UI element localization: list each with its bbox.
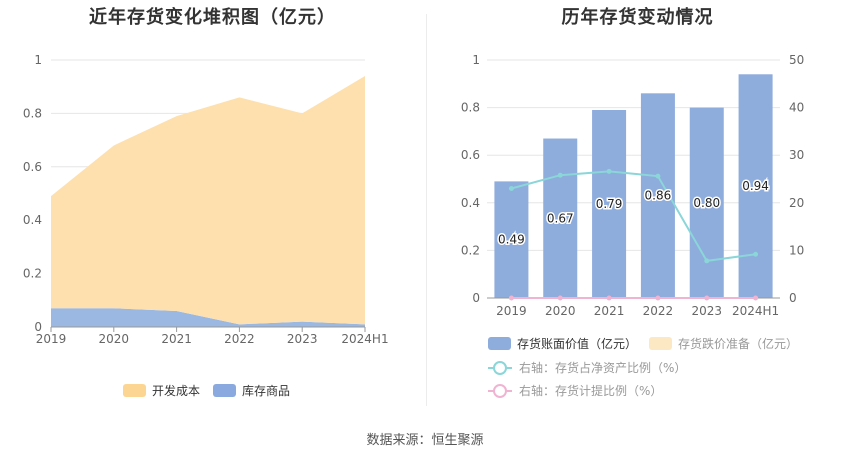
line-point bbox=[753, 251, 759, 257]
bar-data-label: 0.67 bbox=[547, 211, 574, 225]
legend-label: 开发成本 bbox=[152, 383, 200, 398]
y-right-tick-label: 40 bbox=[789, 101, 804, 115]
line-point bbox=[557, 172, 563, 178]
y-right-tick-label: 30 bbox=[789, 148, 804, 162]
x-tick-label: 2024H1 bbox=[341, 332, 388, 346]
y-right-tick-label: 20 bbox=[789, 196, 804, 210]
legend-marker bbox=[493, 384, 507, 398]
line-point bbox=[508, 186, 514, 192]
y-tick-label: 1 bbox=[34, 53, 42, 67]
y-left-tick-label: 0 bbox=[472, 291, 480, 305]
y-left-tick-label: 1 bbox=[472, 53, 480, 67]
x-tick-label: 2024H1 bbox=[732, 304, 779, 318]
left-chart-title: 近年存货变化堆积图（亿元） bbox=[89, 7, 336, 28]
line-point bbox=[606, 295, 612, 301]
line-point bbox=[606, 168, 612, 174]
legend-marker bbox=[493, 361, 507, 375]
y-left-tick-label: 0.6 bbox=[461, 148, 480, 162]
x-tick-label: 2019 bbox=[36, 332, 67, 346]
legend-label: 右轴：存货计提比例（%） bbox=[519, 383, 662, 398]
y-tick-label: 0.8 bbox=[23, 106, 42, 120]
y-tick-label: 0.2 bbox=[23, 267, 42, 281]
bar-data-label: 0.86 bbox=[645, 189, 672, 203]
bar-data-label: 0.80 bbox=[693, 196, 720, 210]
panel-divider bbox=[426, 14, 427, 406]
bar bbox=[689, 107, 724, 298]
line-point bbox=[557, 295, 563, 301]
bar bbox=[592, 109, 627, 298]
legend-label: 存货账面价值（亿元） bbox=[517, 336, 637, 351]
legend-label: 存货跌价准备（亿元） bbox=[678, 336, 798, 351]
stacked-area-chart: 0 0.2 0.4 0.6 0.8 1 2019 2020 2021 2022 2023 2024H1… bbox=[23, 53, 389, 398]
y-right-tick-label: 10 bbox=[789, 243, 804, 257]
y-left-tick-label: 0.8 bbox=[461, 101, 480, 115]
y-right-tick-label: 50 bbox=[789, 53, 804, 67]
bar bbox=[543, 138, 578, 298]
line-point bbox=[508, 295, 514, 301]
y-left-tick-label: 0.4 bbox=[461, 196, 480, 210]
x-tick-label: 2023 bbox=[287, 332, 318, 346]
legend-swatch bbox=[649, 337, 672, 350]
data-source: 数据来源：恒生聚源 bbox=[366, 433, 484, 448]
x-tick-label: 2019 bbox=[496, 304, 527, 318]
line-point bbox=[704, 258, 710, 264]
x-tick-label: 2022 bbox=[224, 332, 255, 346]
line-point bbox=[753, 295, 759, 301]
legend-swatch bbox=[213, 384, 236, 397]
line-series bbox=[511, 170, 756, 262]
bar bbox=[494, 181, 529, 298]
line-point bbox=[655, 173, 661, 179]
right-chart-title: 历年存货变动情况 bbox=[561, 7, 714, 28]
line-point bbox=[704, 295, 710, 301]
y-right-tick-label: 0 bbox=[789, 291, 797, 305]
left-chart-panel: 近年存货变化堆积图（亿元） 0 0.2 0.4 0.6 0.8 1 2019 2020 2021… bbox=[0, 0, 425, 415]
legend-swatch bbox=[123, 384, 146, 397]
bar-data-label: 0.49 bbox=[498, 233, 525, 247]
legend-label: 右轴：存货占净资产比例（%） bbox=[519, 360, 686, 375]
y-tick-label: 0.4 bbox=[23, 213, 42, 227]
x-tick-label: 2021 bbox=[594, 304, 625, 318]
y-tick-label: 0.6 bbox=[23, 160, 42, 174]
x-tick-label: 2021 bbox=[161, 332, 192, 346]
x-tick-label: 2022 bbox=[643, 304, 674, 318]
line-point bbox=[655, 295, 661, 301]
bar-data-label: 0.94 bbox=[742, 179, 769, 193]
area-series bbox=[51, 76, 365, 325]
bar bbox=[738, 74, 773, 298]
legend-swatch bbox=[488, 337, 511, 350]
right-chart-panel: 历年存货变动情况 0 0.2 0.4 0.6 0.8 1 0 10 20 30 40 50 2019 20… bbox=[425, 0, 850, 415]
x-tick-label: 2023 bbox=[691, 304, 722, 318]
y-left-tick-label: 0.2 bbox=[461, 243, 480, 257]
x-tick-label: 2020 bbox=[99, 332, 130, 346]
y-tick-label: 0 bbox=[34, 320, 42, 334]
x-tick-label: 2020 bbox=[545, 304, 576, 318]
bar-data-label: 0.79 bbox=[596, 197, 623, 211]
legend-label: 库存商品 bbox=[242, 383, 290, 398]
